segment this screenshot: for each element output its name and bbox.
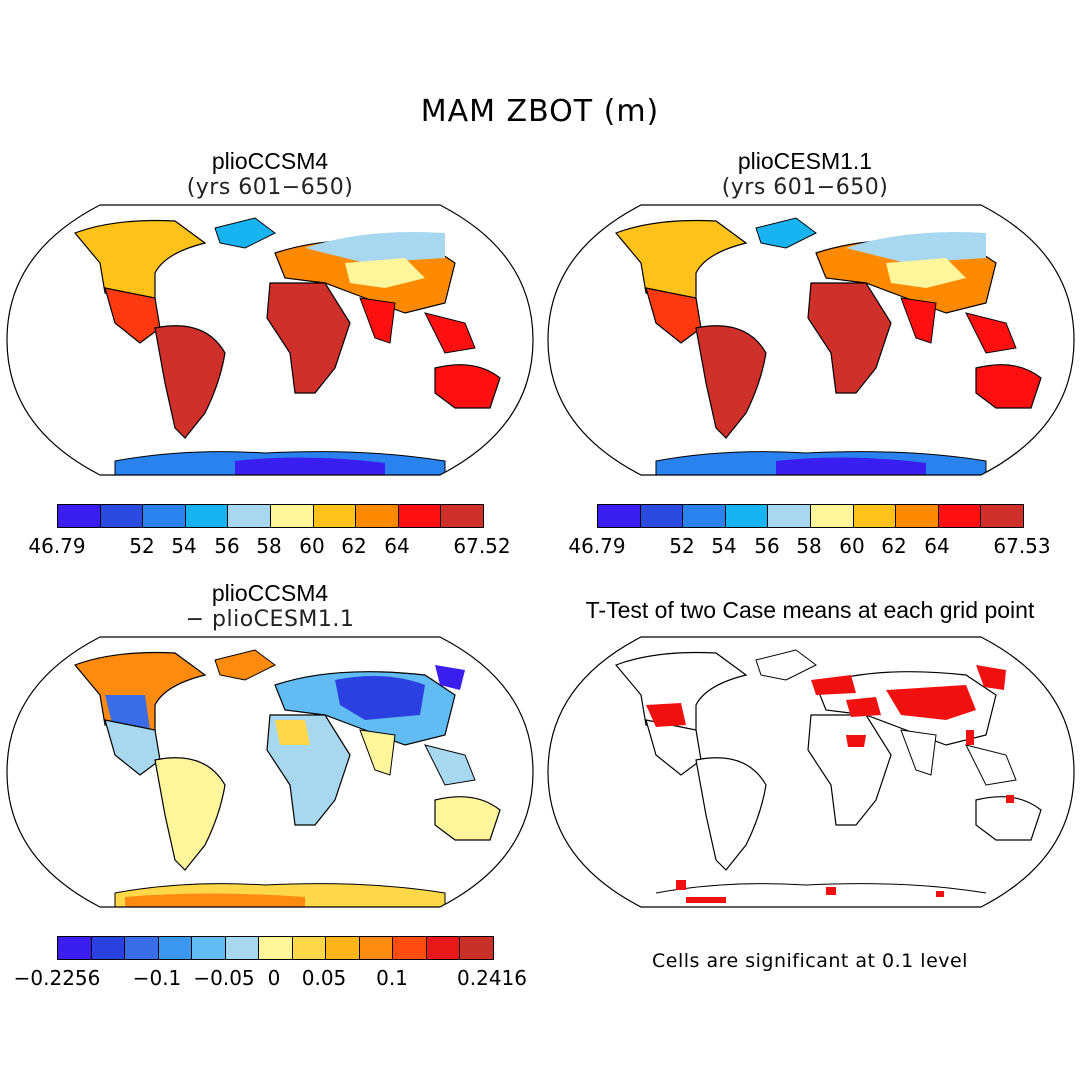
colorbar-swatch — [398, 505, 442, 527]
colorbar-tick-label: 64 — [384, 534, 410, 558]
colorbar-tick-label: 56 — [214, 534, 240, 558]
colorbar-swatch — [810, 505, 854, 527]
colorbar-tick-label: 60 — [299, 534, 325, 558]
panel-3-title: plioCCSM4 — [211, 580, 329, 606]
colorbar-swatch — [100, 505, 144, 527]
colorbar-swatch — [598, 505, 641, 527]
panel-3-map — [6, 636, 534, 908]
colorbar-swatch — [292, 937, 327, 959]
colorbar-tick-label: 0.05 — [301, 966, 347, 990]
colorbar-tick-label: 67.52 — [453, 534, 511, 558]
colorbar-tick-label: 54 — [711, 534, 737, 558]
colorbar-tick-label: 0.2416 — [457, 966, 527, 990]
panel-2-subtitle: (yrs 601−650) — [721, 175, 889, 200]
colorbar-tick-label: 60 — [839, 534, 865, 558]
colorbar-swatch — [259, 937, 293, 959]
colorbar-swatch — [125, 937, 159, 959]
colorbar-swatch — [683, 505, 726, 527]
colorbar-tick-label: 56 — [754, 534, 780, 558]
colorbar-swatch — [158, 937, 193, 959]
colorbar-swatch — [185, 505, 229, 527]
colorbar-tick-label: 58 — [796, 534, 822, 558]
colorbar-swatch — [393, 937, 427, 959]
colorbar-swatch — [58, 937, 92, 959]
colorbar-swatch — [640, 505, 684, 527]
colorbar-swatch — [91, 937, 126, 959]
colorbar-swatch — [270, 505, 314, 527]
panel-2-colorbar — [597, 504, 1024, 528]
colorbar-tick-label: 52 — [129, 534, 155, 558]
colorbar-swatch — [58, 505, 101, 527]
colorbar-tick-label: −0.05 — [193, 966, 255, 990]
colorbar-swatch — [313, 505, 357, 527]
panel-3-subtitle: − plioCESM1.1 — [185, 607, 355, 632]
colorbar-swatch — [192, 937, 226, 959]
colorbar-swatch — [768, 505, 811, 527]
colorbar-tick-label: 54 — [171, 534, 197, 558]
colorbar-swatch — [938, 505, 982, 527]
colorbar-swatch — [356, 505, 399, 527]
colorbar-tick-label: 46.79 — [568, 534, 626, 558]
colorbar-swatch — [441, 505, 483, 527]
panel-1-subtitle: (yrs 601−650) — [186, 175, 354, 200]
panel-1-title: plioCCSM4 — [211, 148, 329, 174]
colorbar-tick-label: 62 — [341, 534, 367, 558]
panel-1-map — [6, 204, 534, 476]
colorbar-tick-label: 52 — [669, 534, 695, 558]
colorbar-swatch — [228, 505, 271, 527]
colorbar-swatch — [981, 505, 1023, 527]
colorbar-tick-label: 67.53 — [993, 534, 1051, 558]
panel-3-colorbar — [57, 936, 494, 960]
colorbar-swatch — [426, 937, 461, 959]
colorbar-tick-label: 0 — [267, 966, 281, 990]
colorbar-swatch — [896, 505, 939, 527]
colorbar-swatch — [143, 505, 186, 527]
colorbar-tick-label: 58 — [256, 534, 282, 558]
panel-2-map — [547, 204, 1075, 476]
colorbar-swatch — [359, 937, 394, 959]
colorbar-swatch — [725, 505, 769, 527]
panel-4-map — [547, 636, 1075, 908]
colorbar-tick-label: 46.79 — [28, 534, 86, 558]
colorbar-tick-label: 0.1 — [376, 966, 408, 990]
colorbar-tick-label: 62 — [881, 534, 907, 558]
panel-4-title: T-Test of two Case means at each grid po… — [585, 597, 1035, 623]
colorbar-tick-label: −0.1 — [132, 966, 182, 990]
colorbar-swatch — [225, 937, 260, 959]
figure-title: MAM ZBOT (m) — [420, 94, 660, 129]
colorbar-tick-label: 64 — [924, 534, 950, 558]
panel-1-colorbar — [57, 504, 484, 528]
significance-note: Cells are significant at 0.1 level — [652, 950, 968, 972]
colorbar-swatch — [326, 937, 360, 959]
colorbar-tick-label: −0.2256 — [13, 966, 101, 990]
colorbar-swatch — [853, 505, 897, 527]
colorbar-swatch — [460, 937, 493, 959]
panel-2-title: plioCESM1.1 — [737, 148, 873, 174]
